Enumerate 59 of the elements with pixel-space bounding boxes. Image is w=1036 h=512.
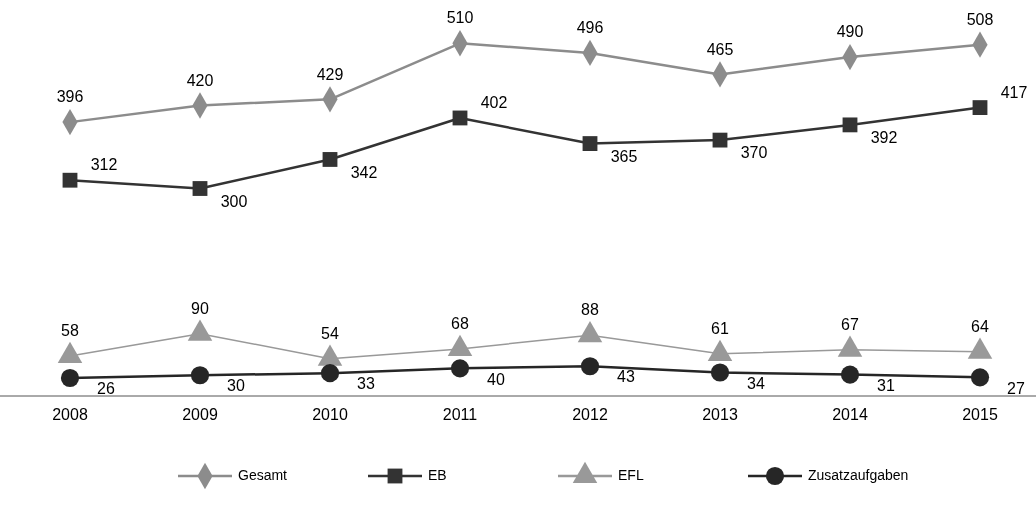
legend-label: EB <box>428 466 447 483</box>
x-tick-label: 2014 <box>832 406 868 423</box>
data-label: 54 <box>321 324 339 342</box>
data-label: 490 <box>836 23 864 41</box>
data-label: 40 <box>487 370 505 388</box>
x-tick-label: 2008 <box>52 406 88 423</box>
data-label: 496 <box>576 19 604 37</box>
point <box>322 152 338 167</box>
point <box>970 368 990 387</box>
data-label: 508 <box>966 10 994 28</box>
point <box>320 364 340 383</box>
point <box>60 368 80 388</box>
legend-label: Gesamt <box>238 466 288 483</box>
point <box>62 172 78 188</box>
data-label: 88 <box>581 301 599 319</box>
data-label: 43 <box>617 368 635 386</box>
data-label: 26 <box>97 380 115 398</box>
data-label: 312 <box>90 156 118 174</box>
data-label: 300 <box>220 192 248 210</box>
data-label: 402 <box>480 94 508 112</box>
point <box>710 363 730 382</box>
data-label: 465 <box>706 40 734 58</box>
data-label: 396 <box>56 88 84 106</box>
data-label: 417 <box>1000 83 1028 101</box>
data-label: 33 <box>357 375 375 393</box>
data-label: 392 <box>870 129 898 147</box>
data-label: 58 <box>61 322 79 340</box>
point <box>712 132 728 148</box>
data-label: 370 <box>740 144 768 162</box>
data-label: 429 <box>316 65 344 83</box>
data-label: 342 <box>350 163 378 181</box>
data-label: 27 <box>1007 379 1025 397</box>
point <box>580 357 600 376</box>
x-tick-label: 2015 <box>962 406 998 423</box>
data-label: 34 <box>747 374 765 392</box>
data-label: 365 <box>610 147 638 165</box>
x-tick-label: 2013 <box>702 406 738 423</box>
point <box>192 181 208 196</box>
data-label: 31 <box>877 376 895 394</box>
data-label: 64 <box>971 317 989 335</box>
point <box>972 100 988 116</box>
point <box>842 117 858 133</box>
x-tick-label: 2012 <box>572 406 608 423</box>
x-tick-label: 2011 <box>442 406 478 423</box>
data-label: 68 <box>451 315 469 333</box>
point <box>840 365 860 384</box>
point <box>450 359 470 378</box>
data-label: 420 <box>186 71 214 89</box>
legend-label: Zusatzaufgaben <box>808 466 909 483</box>
data-label: 61 <box>711 320 729 338</box>
legend-label: EFL <box>618 466 644 483</box>
data-label: 90 <box>191 299 209 317</box>
x-tick-label: 2009 <box>182 406 218 423</box>
data-label: 30 <box>227 377 245 395</box>
x-tick-label: 2010 <box>312 406 348 423</box>
point <box>582 136 598 151</box>
data-label: 510 <box>446 9 474 27</box>
data-label: 67 <box>841 315 859 333</box>
point <box>190 366 210 385</box>
